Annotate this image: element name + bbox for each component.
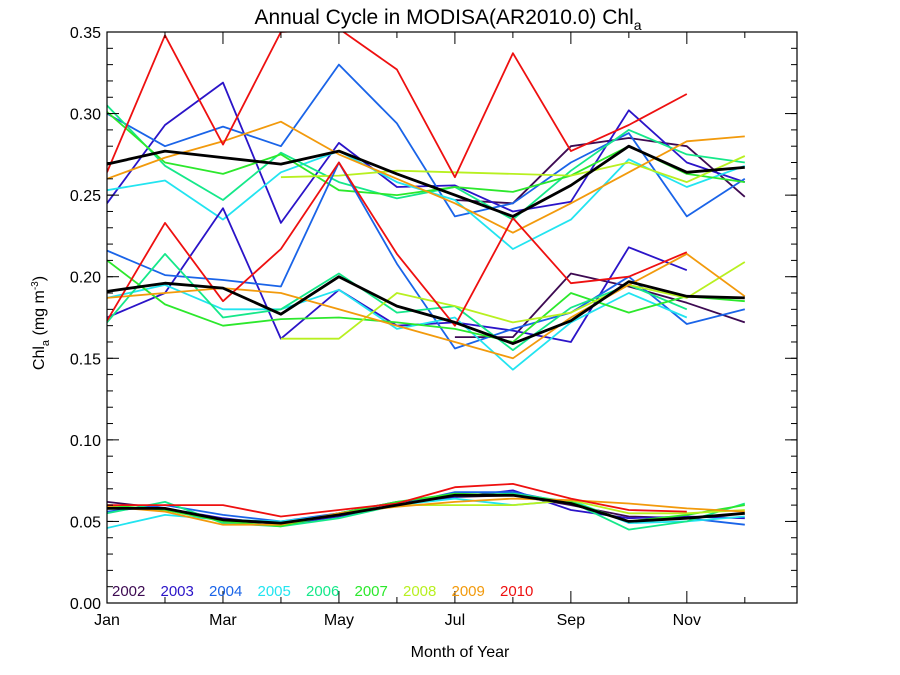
series-line-low-26 (107, 483, 687, 518)
x-tick-label: Sep (557, 612, 586, 629)
series-line-low-mean-29 (107, 493, 745, 525)
legend-item-2008: 2008 (403, 583, 436, 600)
y-tick-label: 0.35 (70, 25, 101, 42)
y-tick-label: 0.20 (70, 270, 101, 287)
y-tick-label: 0.25 (70, 188, 101, 205)
y-axis-label: Chla (mg m-3) (30, 276, 52, 370)
series-lines (107, 32, 746, 531)
legend-item-2002: 2002 (112, 583, 145, 600)
y-tick-label: 0.15 (70, 351, 101, 368)
series-line-mid-15 (280, 261, 746, 340)
series-line-mid-14 (107, 259, 745, 343)
series-line-low-25 (107, 497, 745, 526)
series-line-mid-12 (107, 284, 688, 371)
legend-item-2005: 2005 (258, 583, 291, 600)
series-line-high-6 (280, 155, 746, 183)
legend-item-2007: 2007 (355, 583, 388, 600)
y-tick-label: 0.00 (70, 596, 101, 613)
x-tick-label: May (324, 612, 354, 629)
legend-item-2006: 2006 (306, 583, 339, 600)
series-line-mid-mean-28 (107, 275, 745, 345)
series-line-high-0 (454, 137, 746, 205)
chart-title: Annual Cycle in MODISA(AR2010.0) Chla (254, 6, 641, 33)
x-tick-label: Jan (94, 612, 120, 629)
y-tick-label: 0.05 (70, 514, 101, 531)
x-tick-label: Nov (673, 612, 701, 629)
series-line-high-7 (107, 120, 745, 234)
series-line-high-4 (107, 104, 745, 221)
legend-item-2003: 2003 (161, 583, 194, 600)
y-tick-label: 0.10 (70, 433, 101, 450)
legend-item-2010: 2010 (500, 583, 533, 600)
legend-item-2009: 2009 (452, 583, 485, 600)
x-axis-label: Month of Year (411, 644, 510, 661)
x-tick-label: Mar (209, 612, 237, 629)
series-line-high-2 (107, 63, 746, 218)
y-tick-label: 0.30 (70, 107, 101, 124)
x-tick-label: Jul (445, 612, 465, 629)
legend-item-2004: 2004 (209, 583, 242, 600)
series-line-high-8 (107, 32, 688, 179)
plot-frame (106, 31, 798, 604)
series-line-mid-17 (107, 161, 688, 327)
plot-area: 0.00 0.05 0.10 0.15 0.20 0.25 0.30 0.35 Jan Mar Ma… (70, 25, 798, 629)
series-line-high-mean-27 (107, 144, 745, 218)
